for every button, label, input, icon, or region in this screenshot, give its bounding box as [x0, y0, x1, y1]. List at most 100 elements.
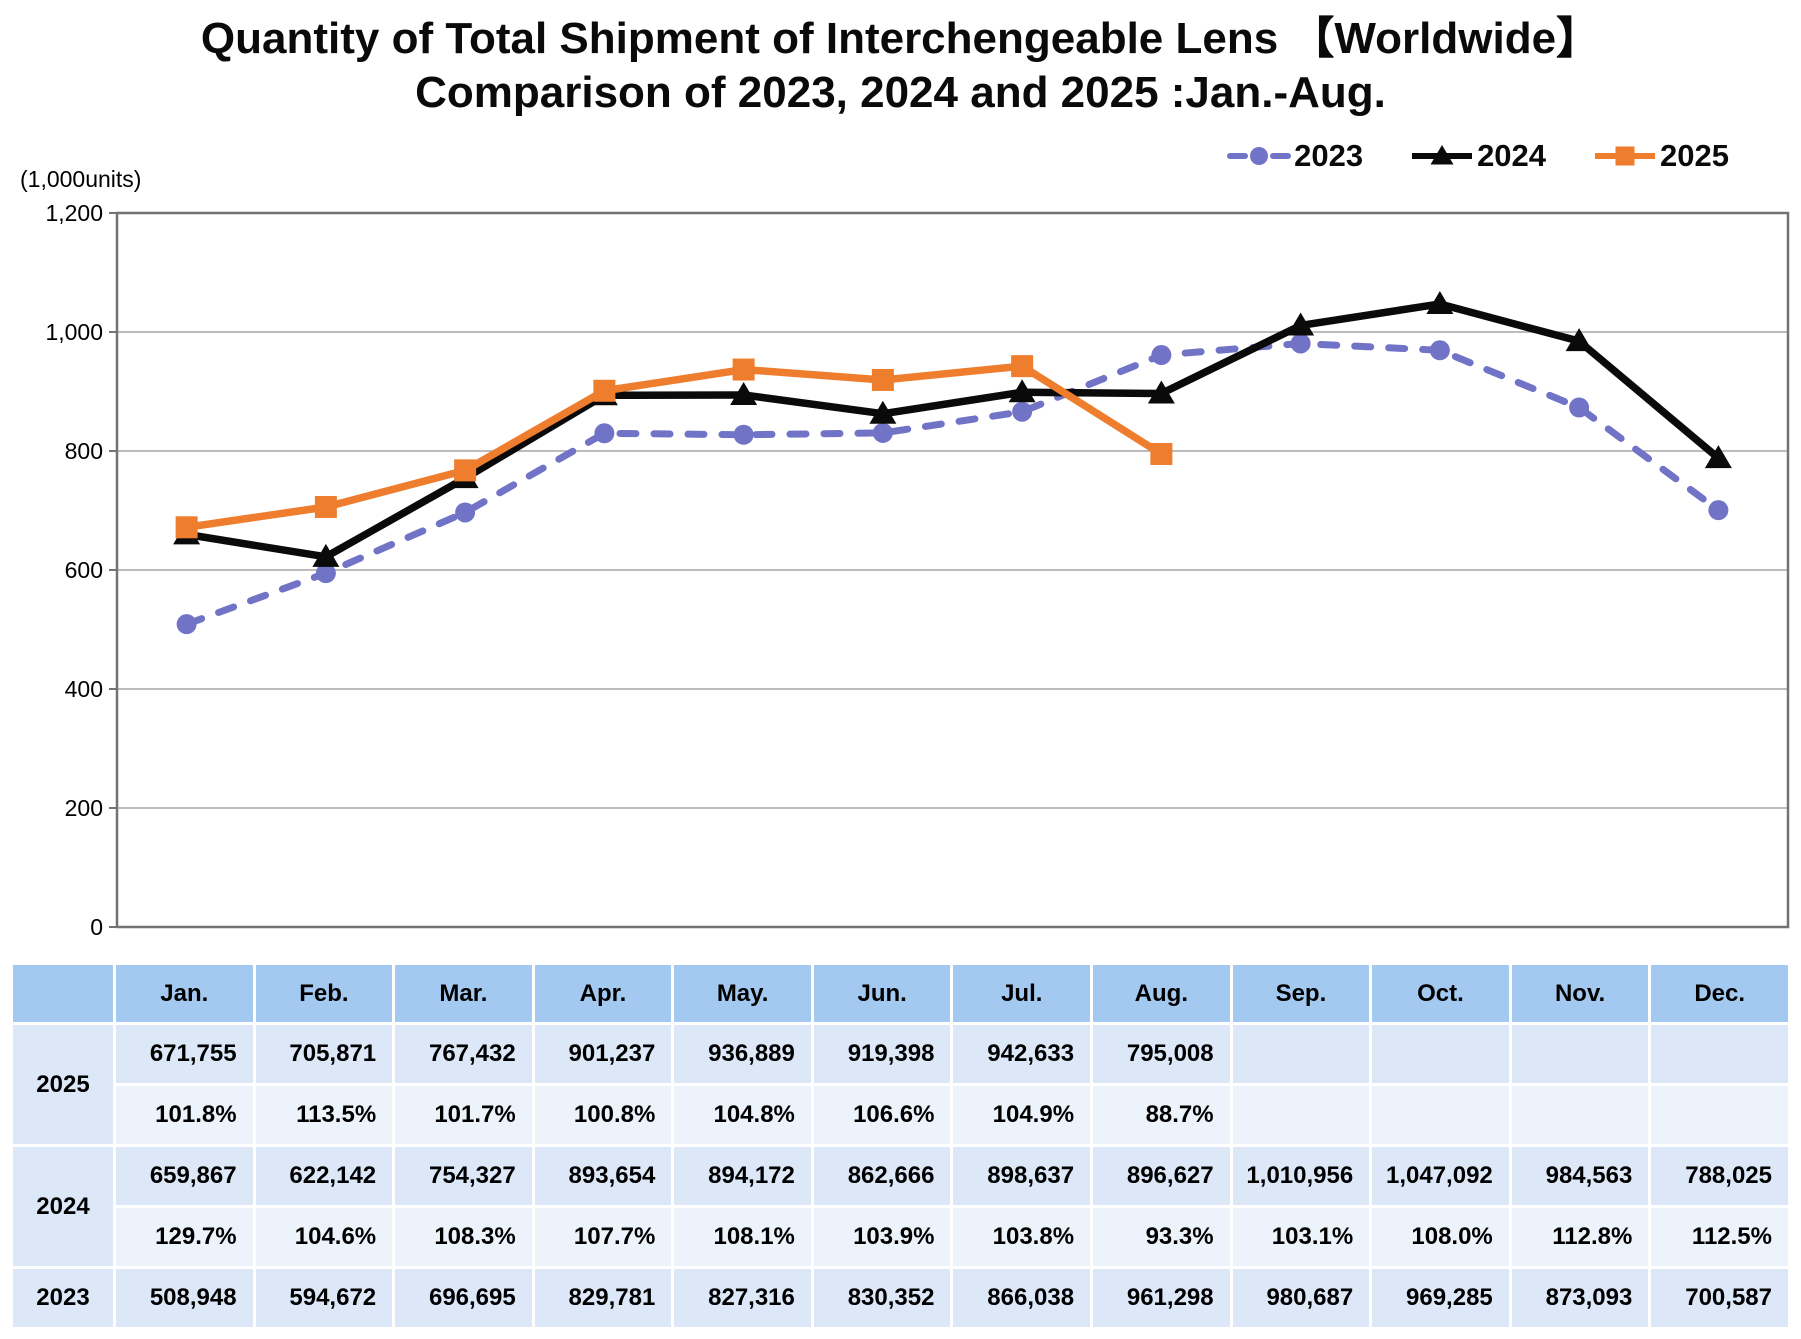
- table-cell-value: 984,563: [1511, 1147, 1649, 1205]
- table-cell-pct: 108.1%: [674, 1208, 811, 1266]
- marker-circle: [594, 423, 615, 444]
- table-cell-pct: 104.9%: [953, 1086, 1091, 1144]
- marker-square: [454, 459, 477, 482]
- marker-circle: [1708, 500, 1729, 521]
- marker-circle: [1012, 401, 1033, 422]
- marker-square: [732, 358, 755, 381]
- table-header-month: Jan.: [116, 965, 253, 1022]
- table-cell-value: 830,352: [813, 1269, 951, 1327]
- table-cell-value: 795,008: [1093, 1025, 1230, 1083]
- chart-title-line1: Quantity of Total Shipment of Intercheng…: [200, 14, 1601, 63]
- table-row: 2023 508,948 594,672 696,695 829,781 827,316 8…: [13, 1269, 1788, 1327]
- table-header-month: Jun.: [813, 965, 951, 1022]
- table-cell-value: 894,172: [674, 1147, 811, 1205]
- table-row-label: 2023: [13, 1269, 113, 1327]
- series-line-2023: [183, 339, 1722, 628]
- marker-circle: [455, 502, 476, 523]
- table-row: 2024 659,867 622,142 754,327 893,654 894,172 8…: [13, 1147, 1788, 1266]
- table-cell-value: 919,398: [813, 1025, 951, 1083]
- table-header-month: May.: [674, 965, 811, 1022]
- table-cell-value: 901,237: [534, 1025, 672, 1083]
- table-cell-pct: 104.6%: [255, 1208, 393, 1266]
- table-cell-value: 594,672: [255, 1269, 393, 1327]
- marker-circle: [1429, 340, 1450, 361]
- table-cell-value: 942,633: [953, 1025, 1091, 1083]
- marker-circle: [872, 422, 893, 443]
- table-cell-value: 969,285: [1372, 1269, 1509, 1327]
- table-cell-pct: 93.3%: [1093, 1208, 1230, 1266]
- marker-circle: [733, 424, 754, 445]
- table-header-month: Nov.: [1511, 965, 1649, 1022]
- table-cell-pct: 103.8%: [953, 1208, 1091, 1266]
- plot-border: [115, 211, 1790, 929]
- y-axis-tick-label: 600: [65, 557, 103, 583]
- legend-label: 2024: [1477, 138, 1547, 173]
- y-axis-tick-label: 200: [65, 795, 103, 821]
- marker-triangle: [1147, 380, 1175, 404]
- table-header-month: Feb.: [255, 965, 393, 1022]
- table-cell-value: 659,867: [116, 1147, 253, 1205]
- table-cell-value: 961,298: [1093, 1269, 1230, 1327]
- marker-square: [1011, 355, 1034, 378]
- marker-square: [314, 496, 337, 519]
- table-cell-value: [1372, 1025, 1509, 1083]
- y-axis-tick-label: 0: [90, 914, 103, 940]
- marker-circle: [315, 563, 336, 584]
- table-row-label: 2024: [13, 1147, 113, 1266]
- marker-circle: [1569, 397, 1590, 418]
- marker-circle: [1290, 333, 1311, 354]
- table-row: 2025 671,755 705,871 767,432 901,237 936,889 9…: [13, 1025, 1788, 1144]
- table-cell-pct: 129.7%: [116, 1208, 253, 1266]
- marker-triangle: [1704, 445, 1732, 469]
- y-axis-tick-label: 1,200: [45, 200, 103, 226]
- marker-triangle: [1287, 312, 1315, 336]
- table-cell-value: 622,142: [255, 1147, 393, 1205]
- table-cell-pct: 101.7%: [395, 1086, 532, 1144]
- chart-title-line2: Comparison of 2023, 2024 and 2025 :Jan.-…: [415, 67, 1386, 117]
- table-cell-value: 893,654: [534, 1147, 672, 1205]
- table-cell-pct: 108.3%: [395, 1208, 532, 1266]
- table-cell-value: 696,695: [395, 1269, 532, 1327]
- marker-triangle: [869, 400, 897, 424]
- table-cell-value: 671,755: [116, 1025, 253, 1083]
- y-axis-tick-label: 800: [65, 438, 103, 464]
- marker-triangle: [312, 543, 340, 567]
- legend-swatch-line-triangle-icon: [1412, 145, 1473, 165]
- table-cell-pct: [1372, 1086, 1509, 1144]
- series-line-2025: [182, 362, 1166, 532]
- table-cell-value: 896,627: [1093, 1147, 1230, 1205]
- line-chart-plot: 0 200 400 600 800 1,000 1,200: [45, 200, 1790, 940]
- y-axis-tick-label: 400: [65, 676, 103, 702]
- table-header-month: Mar.: [395, 965, 532, 1022]
- legend-item-2025: 2025: [1592, 138, 1729, 174]
- table-cell-value: 508,948: [116, 1269, 253, 1327]
- table-header-corner: [13, 965, 113, 1022]
- table-cell-pct: 100.8%: [534, 1086, 672, 1144]
- table-cell-pct: [1232, 1086, 1370, 1144]
- marker-triangle: [1008, 379, 1036, 403]
- table-cell-pct: 101.8%: [116, 1086, 253, 1144]
- marker-square: [871, 368, 894, 391]
- table-cell-pct: 106.6%: [813, 1086, 951, 1144]
- table-cell-value: 700,587: [1651, 1269, 1788, 1327]
- legend-item-2024: 2024: [1409, 138, 1546, 174]
- table-cell-value: 866,038: [953, 1269, 1091, 1327]
- table-header-row: Jan. Feb. Mar. Apr. May. Jun. Jul. Aug. Sep. Oct.…: [13, 965, 1788, 1022]
- table-cell-value: 767,432: [395, 1025, 532, 1083]
- table-cell-pct: [1651, 1086, 1788, 1144]
- table-row: 129.7% 104.6% 108.3% 107.7% 108.1% 103.9% 103.…: [13, 1208, 1788, 1266]
- table-cell-pct: 112.8%: [1511, 1208, 1649, 1266]
- table-cell-value: 1,047,092: [1372, 1147, 1509, 1205]
- table-cell-value: 898,637: [953, 1147, 1091, 1205]
- table-cell-value: 1,010,956: [1232, 1147, 1370, 1205]
- table-cell-pct: 103.9%: [813, 1208, 951, 1266]
- marker-triangle: [1565, 328, 1593, 352]
- chart-legend: 2023 2024 2025: [1226, 138, 1729, 174]
- marker-triangle: [1426, 290, 1454, 314]
- table-header-month: Jul.: [953, 965, 1091, 1022]
- table-cell-pct: 113.5%: [255, 1086, 393, 1144]
- table-cell-value: 862,666: [813, 1147, 951, 1205]
- table-cell-value: [1651, 1025, 1788, 1083]
- table-cell-value: 788,025: [1651, 1147, 1788, 1205]
- chart-title: Quantity of Total Shipment of Intercheng…: [0, 12, 1801, 119]
